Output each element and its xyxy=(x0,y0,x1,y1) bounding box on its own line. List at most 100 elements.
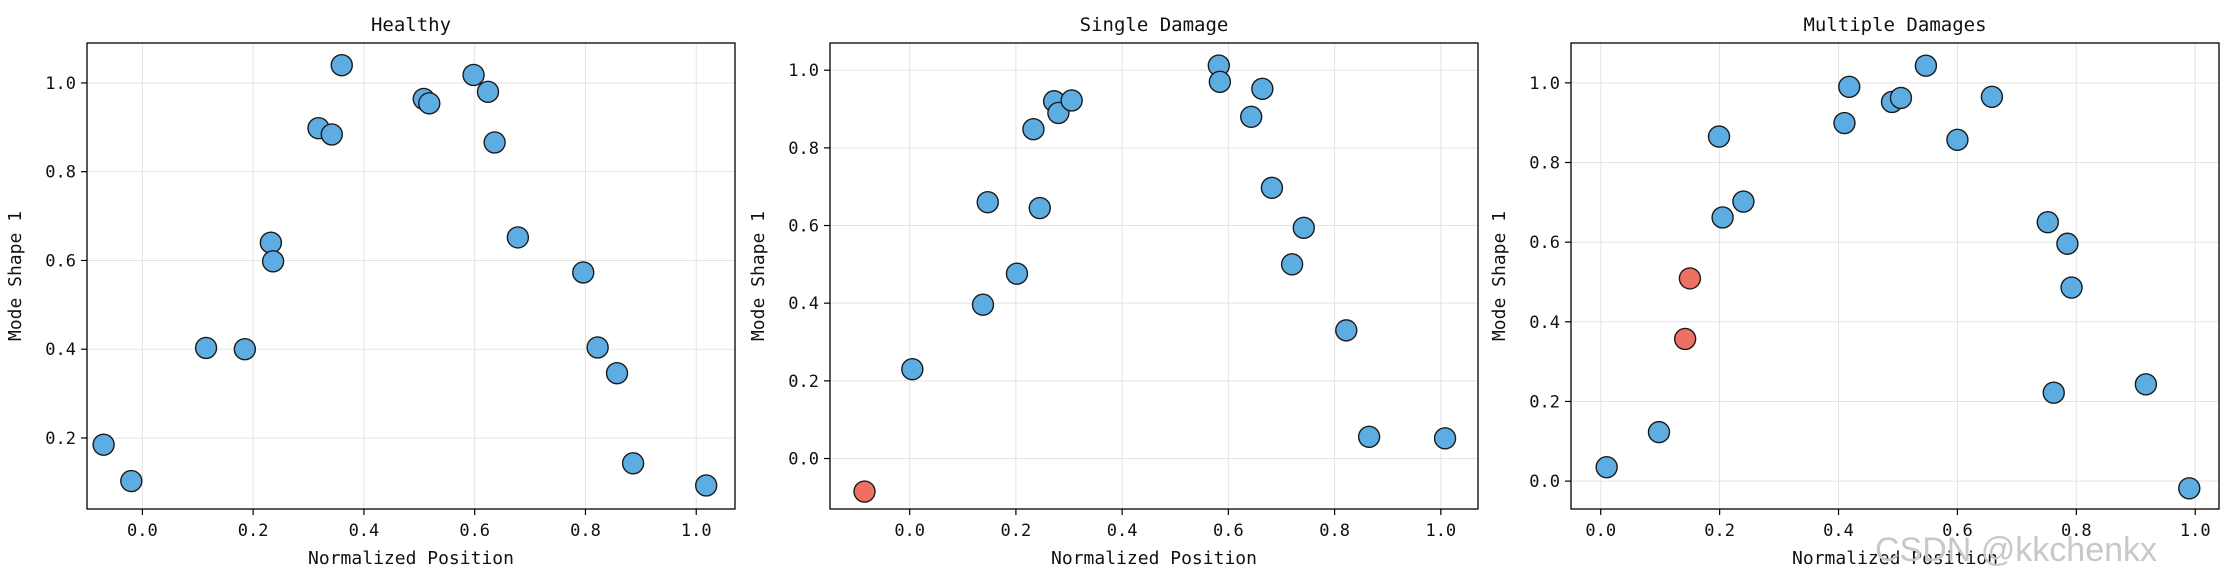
data-point xyxy=(976,191,999,214)
data-point xyxy=(1833,111,1856,135)
x-tick-label: 0.6 xyxy=(1213,521,1244,541)
y-axis-label: Mode Shape 1 xyxy=(1489,211,1510,341)
y-tick-label: 0.4 xyxy=(1529,313,1560,333)
y-tick-label: 0.8 xyxy=(1529,153,1560,173)
data-point xyxy=(621,452,645,475)
data-point xyxy=(1260,176,1284,200)
y-tick-label: 0.8 xyxy=(45,163,76,183)
y-tick-label: 0.4 xyxy=(788,294,819,314)
data-point xyxy=(971,293,995,316)
axes-frame xyxy=(86,42,736,510)
data-point xyxy=(1433,427,1457,450)
data-point xyxy=(1707,125,1731,148)
x-tick-label: 0.2 xyxy=(1704,521,1735,541)
data-point xyxy=(605,361,629,385)
y-tick-label: 0.6 xyxy=(1529,233,1560,253)
data-point-damaged xyxy=(853,480,876,503)
x-tick-label: 1.0 xyxy=(681,521,712,541)
subplot-2: 0.0 0.2 0.4 0.6 0.8 1.0 0.0 0.2 0.4 0.6 0.8 1.0 Sing… xyxy=(748,14,1479,569)
y-tick-label: 1.0 xyxy=(45,74,76,94)
data-point xyxy=(572,261,595,284)
data-point xyxy=(1005,262,1029,285)
data-point xyxy=(586,336,609,359)
y-tick-label: 1.0 xyxy=(1529,74,1560,94)
data-point xyxy=(695,474,718,497)
x-tick-label: 0.8 xyxy=(2061,521,2092,541)
data-point xyxy=(1028,196,1052,220)
x-tick-label: 0.8 xyxy=(1319,521,1350,541)
data-point xyxy=(259,231,283,254)
data-point-damaged xyxy=(1678,267,1702,290)
y-axis-label: Mode Shape 1 xyxy=(748,211,769,341)
y-tick-label: 0.0 xyxy=(1529,472,1560,492)
x-tick-label: 0.6 xyxy=(1942,521,1973,541)
data-point xyxy=(506,226,530,249)
x-tick-label: 0.0 xyxy=(894,521,925,541)
y-tick-label: 0.2 xyxy=(45,429,76,449)
data-point xyxy=(1251,77,1274,101)
data-point xyxy=(1595,455,1618,479)
data-point xyxy=(476,80,500,104)
data-point xyxy=(1292,216,1315,240)
data-point xyxy=(2036,211,2059,234)
x-axis-label: Normalized Position xyxy=(1792,548,1998,569)
y-axis-label: Mode Shape 1 xyxy=(5,211,26,341)
data-point xyxy=(1022,118,1045,141)
data-point xyxy=(1914,54,1938,77)
subplot-title: Single Damage xyxy=(1080,14,1229,36)
x-tick-label: 0.2 xyxy=(238,521,269,541)
data-point xyxy=(1711,206,1734,229)
data-point xyxy=(1838,75,1861,99)
axes-frame xyxy=(1570,42,2220,510)
data-point xyxy=(120,469,143,493)
x-axis-label: Normalized Position xyxy=(1051,548,1257,569)
x-axis-label: Normalized Position xyxy=(308,548,514,569)
data-point xyxy=(1980,85,2004,108)
data-point xyxy=(1280,253,1304,276)
x-tick-label: 0.4 xyxy=(349,521,380,541)
data-point-damaged xyxy=(1673,327,1697,351)
x-tick-label: 0.4 xyxy=(1107,521,1138,541)
y-tick-label: 0.2 xyxy=(1529,392,1560,412)
data-point xyxy=(1946,128,1969,151)
data-point xyxy=(330,53,353,77)
y-tick-label: 0.0 xyxy=(788,450,819,470)
data-point xyxy=(1732,190,1755,213)
x-tick-label: 0.2 xyxy=(1001,521,1032,541)
subplot-3: 0.0 0.2 0.4 0.6 0.8 1.0 0.0 0.2 0.4 0.6 0.8 1.0 Mult… xyxy=(1489,14,2220,569)
data-point xyxy=(1239,105,1263,128)
y-tick-label: 0.2 xyxy=(788,372,819,392)
x-tick-label: 1.0 xyxy=(1425,521,1456,541)
data-point xyxy=(418,92,441,115)
subplot-title: Multiple Damages xyxy=(1803,14,1986,36)
data-point xyxy=(320,123,343,146)
x-tick-label: 0.8 xyxy=(570,521,601,541)
data-point xyxy=(233,338,257,361)
subplot-1: 0.0 0.2 0.4 0.6 0.8 1.0 0.2 0.4 0.6 0.8 1.0 Healthy… xyxy=(5,14,736,569)
data-point xyxy=(1208,70,1232,94)
watermark: CSDN @kkchenkx xyxy=(1875,531,2157,569)
data-point xyxy=(1357,425,1381,448)
y-tick-label: 1.0 xyxy=(788,61,819,81)
data-point xyxy=(1060,89,1083,112)
data-point xyxy=(2042,381,2065,404)
data-point xyxy=(194,336,218,360)
data-point xyxy=(462,63,485,87)
subplot-title: Healthy xyxy=(371,14,451,36)
data-point xyxy=(1335,319,1358,342)
data-point xyxy=(261,250,285,273)
axes-frame xyxy=(829,42,1479,510)
y-tick-label: 0.4 xyxy=(45,340,76,360)
data-point xyxy=(2178,477,2201,500)
data-point xyxy=(2060,276,2083,299)
x-tick-label: 1.0 xyxy=(2180,521,2211,541)
data-point xyxy=(483,131,506,154)
data-point xyxy=(1889,86,1913,110)
data-point xyxy=(2056,232,2079,255)
data-point xyxy=(1647,420,1671,444)
x-tick-label: 0.0 xyxy=(1585,521,1616,541)
data-point xyxy=(92,433,115,456)
y-tick-label: 0.6 xyxy=(788,217,819,237)
y-tick-label: 0.8 xyxy=(788,139,819,159)
